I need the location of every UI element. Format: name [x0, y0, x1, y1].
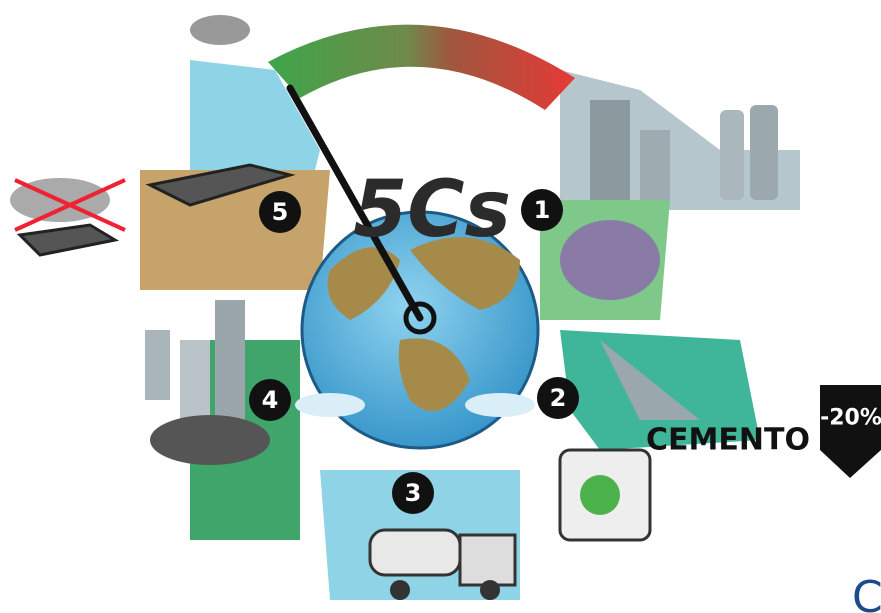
- title: 5Cs: [353, 165, 511, 255]
- silo: [750, 105, 778, 200]
- silo: [720, 110, 744, 200]
- infographic: 5Cs 1 2 3 4 5 CEMENTO -20% C: [0, 0, 881, 613]
- truck-drum: [370, 530, 460, 575]
- factory: [590, 100, 630, 200]
- cement-label: CEMENTO: [646, 423, 810, 458]
- cloud: [190, 15, 250, 45]
- slab: [20, 225, 115, 255]
- wheel: [390, 580, 410, 600]
- factory: [640, 130, 670, 200]
- step-number: 3: [405, 479, 422, 507]
- road: [150, 415, 270, 465]
- step-number: 5: [272, 198, 289, 226]
- building: [215, 300, 245, 420]
- reduction-label: -20%: [820, 406, 881, 431]
- gauge: [268, 25, 575, 110]
- step-number: 4: [262, 386, 279, 414]
- wheel: [480, 580, 500, 600]
- recycle-icon: [580, 475, 620, 515]
- page: 5Cs 1 2 3 4 5 CEMENTO -20% C (() => { co…: [0, 0, 881, 613]
- building: [145, 330, 170, 400]
- reduction-tag: [820, 385, 881, 478]
- truck-cab: [460, 535, 515, 585]
- step-number: 2: [550, 384, 567, 412]
- aggregates: [560, 220, 660, 300]
- cloud: [465, 393, 535, 417]
- corner-text: C: [852, 572, 881, 613]
- cloud: [295, 393, 365, 417]
- step-number: 1: [534, 196, 551, 224]
